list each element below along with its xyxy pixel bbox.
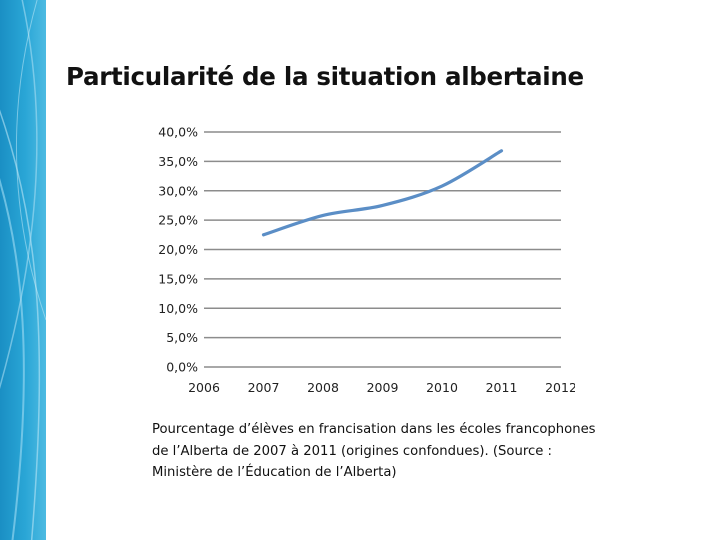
x-tick-label: 2010 — [426, 380, 458, 395]
y-tick-label: 15,0% — [158, 271, 198, 286]
decorative-curves — [0, 0, 46, 540]
chart-svg: 0,0% 5,0% 10,0% 15,0% 20,0% 25,0% 30,0% 35,0% 40… — [158, 125, 575, 396]
y-tick-label: 35,0% — [158, 154, 198, 169]
caption-line: de l’Alberta de 2007 à 2011 (origines co… — [152, 443, 552, 459]
y-tick-label: 20,0% — [158, 242, 198, 257]
y-tick-label: 25,0% — [158, 213, 198, 228]
x-tick-label: 2012 — [545, 380, 575, 395]
x-tick-label: 2008 — [307, 380, 339, 395]
y-tick-label: 0,0% — [166, 360, 198, 375]
x-tick-label: 2007 — [248, 380, 280, 395]
decorative-side-band — [0, 0, 46, 540]
slide-title: Particularité de la situation albertaine — [66, 62, 584, 91]
series-line — [261, 149, 504, 237]
caption-line: Pourcentage d’élèves en francisation dan… — [152, 422, 596, 437]
x-tick-label: 2009 — [367, 380, 399, 395]
x-tick-label: 2006 — [188, 380, 220, 395]
y-tick-label: 40,0% — [158, 125, 198, 140]
y-tick-label: 5,0% — [166, 330, 198, 345]
chart-caption: Pourcentage d’élèves en francisation dan… — [152, 419, 672, 484]
y-tick-label: 30,0% — [158, 183, 198, 198]
line-chart: 0,0% 5,0% 10,0% 15,0% 20,0% 25,0% 30,0% 35,0% 40… — [135, 116, 575, 406]
y-tick-label: 10,0% — [158, 301, 198, 316]
caption-line: Ministère de l’Éducation de l’Alberta) — [152, 465, 397, 480]
x-tick-label: 2011 — [486, 380, 518, 395]
